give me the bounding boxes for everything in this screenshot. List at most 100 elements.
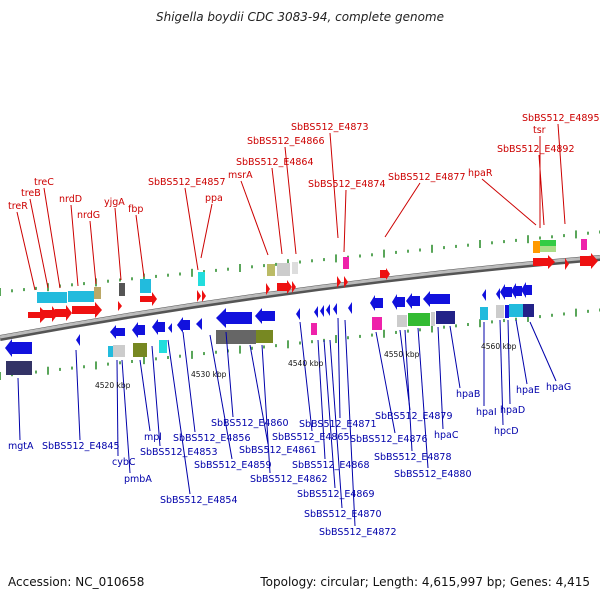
leader-line <box>114 207 122 281</box>
leader-line <box>557 123 566 225</box>
gene-arrow <box>326 304 330 316</box>
gene-block <box>267 264 275 276</box>
gene-arrow <box>40 306 58 322</box>
gene-arrow <box>132 322 145 338</box>
leader-line <box>200 203 213 259</box>
gene-arrow <box>320 305 324 317</box>
gene-label-hpaR: hpaR <box>468 168 493 179</box>
gene-label-SbBS512_E4871: SbBS512_E4871 <box>299 419 377 430</box>
gene-block <box>533 241 540 253</box>
gene-label-treB: treB <box>21 188 41 199</box>
leader-line <box>299 321 313 432</box>
gene-block <box>523 304 534 317</box>
gene-arrow <box>55 305 72 321</box>
leader-line <box>449 325 461 389</box>
gene-label-SbBS512_E4854: SbBS512_E4854 <box>160 495 238 506</box>
gene-arrow <box>344 276 348 288</box>
leader-line <box>182 331 196 433</box>
gene-arrow <box>5 339 32 357</box>
leader-line <box>375 331 396 434</box>
leader-line <box>29 198 49 289</box>
gene-label-nrdG: nrdG <box>77 210 100 221</box>
gene-label-treR: treR <box>8 201 28 212</box>
leader-line <box>515 319 528 385</box>
leader-line <box>499 319 504 426</box>
gene-block <box>6 361 32 375</box>
accession-text: Accession: NC_010658 <box>8 575 145 589</box>
tick-label-4540: 4540 kbp <box>288 359 324 368</box>
gene-arrow <box>500 284 512 300</box>
genome-summary-text: Topology: circular; Length: 4,615,997 bp… <box>260 575 590 589</box>
gene-label-SbBS512_E4892: SbBS512_E4892 <box>497 144 575 155</box>
gene-arrow <box>76 334 80 346</box>
gene-arrow <box>292 281 296 293</box>
leader-line <box>343 189 347 253</box>
gene-label-tsr: tsr <box>533 125 546 136</box>
leader-line <box>437 326 444 430</box>
leader-line <box>529 321 557 382</box>
gene-label-fbp: fbp <box>128 204 143 215</box>
gene-block <box>505 305 509 318</box>
gene-arrow <box>266 283 270 295</box>
gene-label-mgtA: mgtA <box>8 441 34 452</box>
gene-label-SbBS512_E4872: SbBS512_E4872 <box>319 527 397 538</box>
gene-label-mpl: mpl <box>144 432 162 443</box>
gene-label-SbBS512_E4864: SbBS512_E4864 <box>236 157 314 168</box>
gene-arrow <box>482 289 486 301</box>
gene-label-SbBS512_E4859: SbBS512_E4859 <box>194 460 272 471</box>
gene-label-SbBS512_E4866: SbBS512_E4866 <box>247 136 325 147</box>
coordinate-ticks: 4520 kbp 4530 kbp 4540 kbp 4550 kbp 4560… <box>95 342 517 390</box>
leader-line <box>404 329 413 452</box>
leader-line <box>284 146 297 255</box>
gene-block <box>343 257 349 269</box>
gene-block <box>292 262 298 274</box>
gene-label-SbBS512_E4860: SbBS512_E4860 <box>211 418 289 429</box>
leader-line <box>139 359 151 432</box>
gene-block <box>277 263 290 276</box>
gene-block <box>113 345 125 357</box>
leader-line <box>70 204 79 287</box>
leader-line <box>16 211 36 291</box>
gene-arrow <box>496 288 500 300</box>
gene-block <box>159 340 167 353</box>
leader-line <box>121 359 131 474</box>
top-gene-labels: treR treB treC nrdD nrdG yjgA fbp SbBS51… <box>8 113 600 221</box>
gene-label-SbBS512_E4856: SbBS512_E4856 <box>173 433 251 444</box>
tick-label-4560: 4560 kbp <box>481 342 517 351</box>
gene-arrow <box>110 325 125 339</box>
gene-label-hpaG: hpaG <box>546 382 571 393</box>
gene-label-hpaB: hpaB <box>456 389 480 400</box>
leader-line <box>75 349 81 441</box>
gene-label-hpaE: hpaE <box>516 385 540 396</box>
gene-block <box>372 317 382 330</box>
gene-arrow <box>406 293 420 309</box>
leader-line <box>135 214 145 278</box>
gene-block <box>94 287 101 299</box>
gene-block <box>216 330 256 344</box>
gene-label-SbBS512_E4873: SbBS512_E4873 <box>291 122 369 133</box>
leader-line <box>225 331 234 418</box>
gene-label-hpaD: hpaD <box>500 405 525 416</box>
gene-arrow <box>177 317 190 333</box>
gene-arrow <box>202 290 206 302</box>
gene-block <box>436 311 455 324</box>
leader-line <box>184 187 199 271</box>
gene-block <box>496 305 504 318</box>
leader-line <box>417 327 429 469</box>
leader-line <box>399 329 411 411</box>
gene-block <box>509 304 523 317</box>
gene-arrow <box>348 302 352 314</box>
leader-line <box>167 339 191 495</box>
gene-label-hpaI: hpaI <box>476 407 497 418</box>
gene-block <box>581 239 587 250</box>
gene-label-SbBS512_E4862: SbBS512_E4862 <box>250 474 328 485</box>
gene-arrow <box>168 323 172 333</box>
gene-label-SbBS512_E4876: SbBS512_E4876 <box>350 434 428 445</box>
gene-arrow <box>370 295 383 311</box>
gene-arrow <box>118 301 122 311</box>
gene-label-SbBS512_E4857: SbBS512_E4857 <box>148 177 226 188</box>
leader-line <box>116 359 119 457</box>
gene-label-SbBS512_E4853: SbBS512_E4853 <box>140 447 218 458</box>
gene-block <box>540 240 556 246</box>
